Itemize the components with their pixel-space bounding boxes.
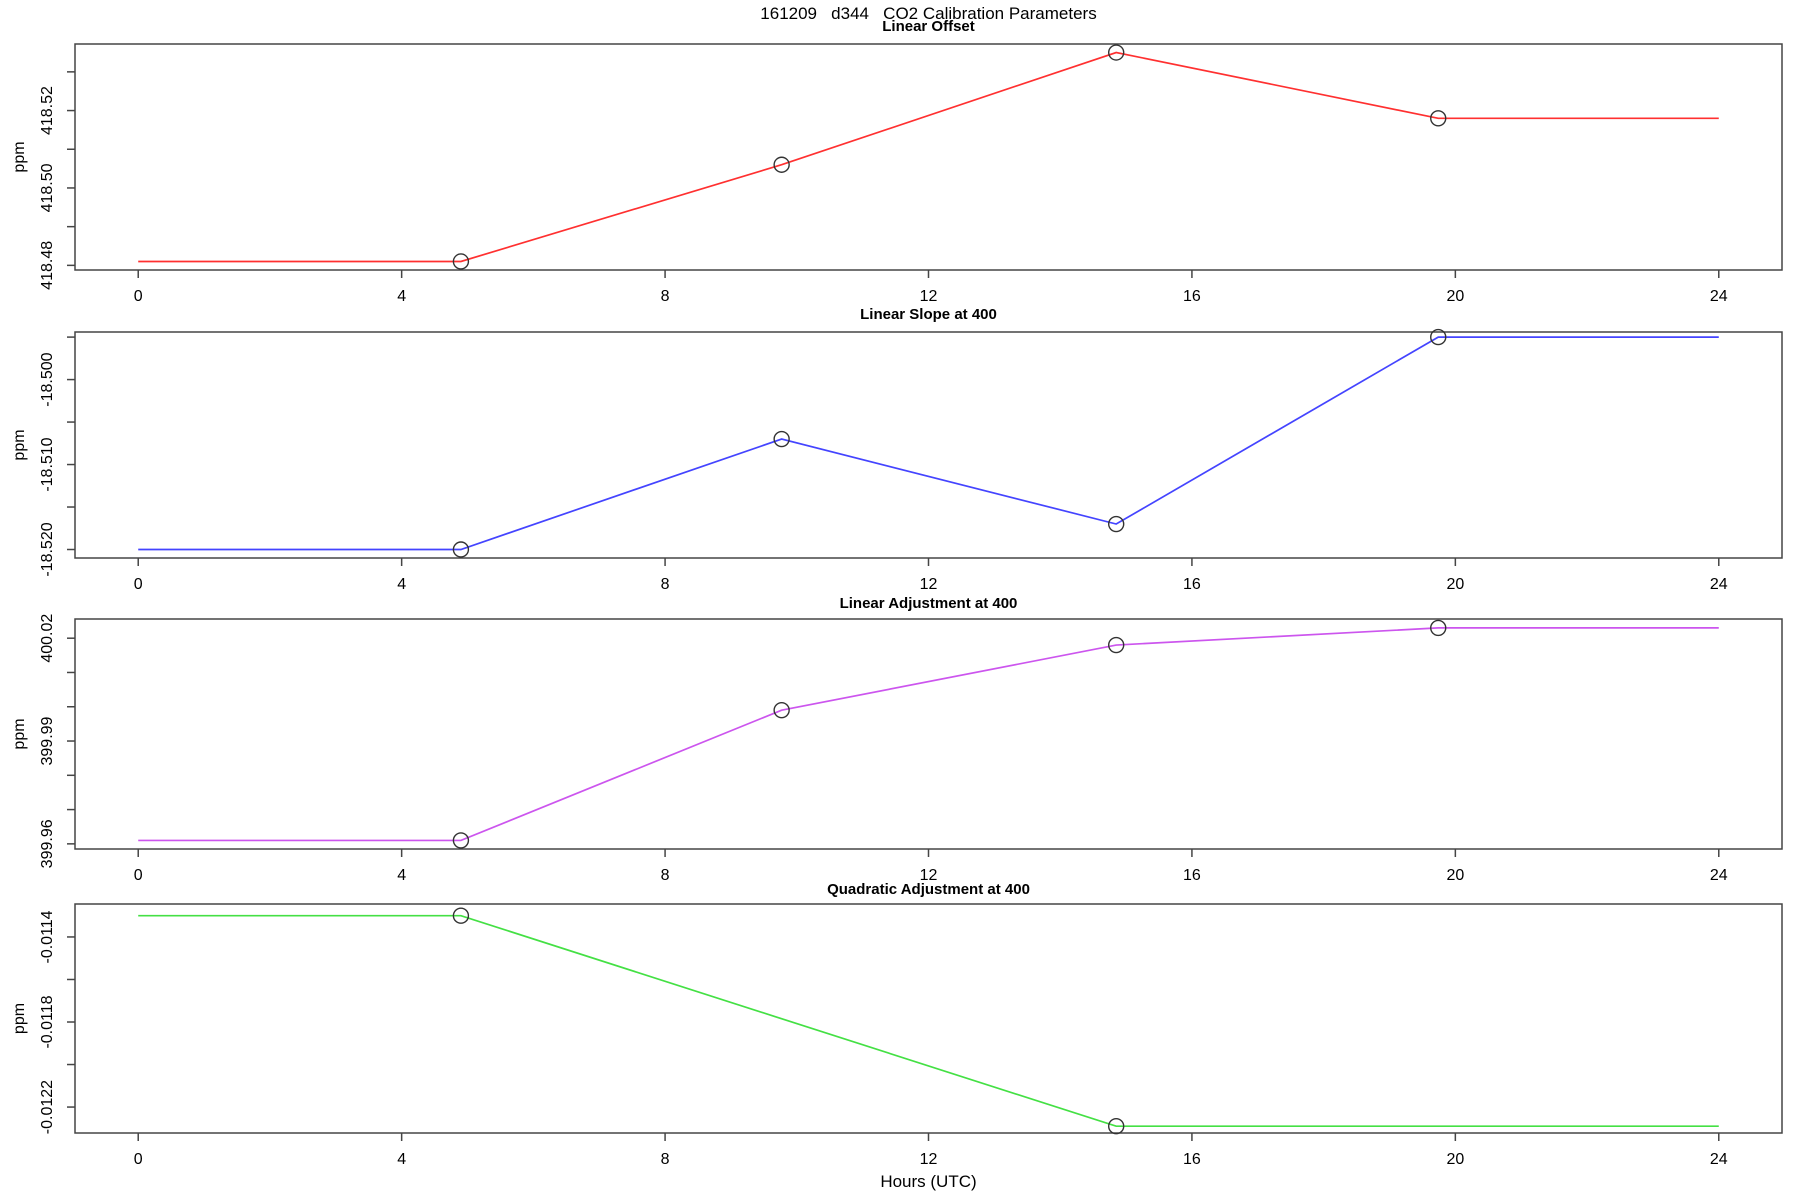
svg-text:12: 12 — [920, 288, 938, 305]
svg-text:16: 16 — [1183, 288, 1201, 305]
svg-text:ppm: ppm — [11, 1003, 28, 1034]
svg-text:418.48: 418.48 — [39, 241, 56, 290]
svg-text:8: 8 — [661, 1151, 670, 1168]
panel-title-linear-adjustment: Linear Adjustment at 400 — [839, 595, 1018, 612]
svg-text:-0.0118: -0.0118 — [39, 995, 56, 1048]
svg-text:418.50: 418.50 — [39, 163, 56, 212]
linear-adjustment-chart: 0 4 8 12 16 20 24 399.96 399.99 400.02 ppm — [11, 614, 1783, 884]
svg-text:ppm: ppm — [11, 718, 28, 749]
svg-text:399.96: 399.96 — [39, 819, 56, 868]
svg-text:24: 24 — [1710, 867, 1728, 884]
svg-text:400.02: 400.02 — [39, 614, 56, 663]
svg-text:16: 16 — [1183, 867, 1201, 884]
svg-text:24: 24 — [1710, 288, 1728, 305]
svg-text:0: 0 — [134, 288, 143, 305]
svg-text:20: 20 — [1446, 1151, 1464, 1168]
svg-text:12: 12 — [920, 1151, 938, 1168]
svg-text:-18.520: -18.520 — [39, 522, 56, 576]
svg-text:ppm: ppm — [11, 429, 28, 460]
panel-title-linear-slope: Linear Slope at 400 — [860, 306, 997, 323]
svg-text:8: 8 — [661, 867, 670, 884]
svg-text:0: 0 — [134, 1151, 143, 1168]
linear-offset-chart: 0 4 8 12 16 20 24 418.48 418.50 418.52 ppm — [11, 43, 1783, 305]
svg-text:4: 4 — [397, 1151, 406, 1168]
svg-text:-0.0114: -0.0114 — [39, 910, 56, 963]
quadratic-adjustment-chart: 0 4 8 12 16 20 24 -0.0122 -0.0118 -0.0114 ppm — [11, 903, 1783, 1168]
linear-slope-chart: 0 4 8 12 16 20 24 -18.520 -18.510 -18.500 ppm — [11, 328, 1783, 593]
svg-text:4: 4 — [397, 576, 406, 593]
svg-text:24: 24 — [1710, 576, 1728, 593]
svg-text:0: 0 — [134, 576, 143, 593]
svg-text:-0.0122: -0.0122 — [39, 1080, 56, 1134]
svg-text:12: 12 — [920, 576, 938, 593]
svg-text:4: 4 — [397, 288, 406, 305]
svg-text:-18.500: -18.500 — [39, 352, 56, 406]
svg-text:12: 12 — [920, 867, 938, 884]
svg-text:8: 8 — [661, 288, 670, 305]
svg-text:20: 20 — [1446, 288, 1464, 305]
figure-title: 161209 d344 CO2 Calibration Parameters — [760, 4, 1097, 23]
svg-text:16: 16 — [1183, 1151, 1201, 1168]
svg-text:20: 20 — [1446, 576, 1464, 593]
panel-title-linear-offset: Linear Offset — [882, 18, 975, 35]
svg-text:24: 24 — [1710, 1151, 1728, 1168]
x-axis-title: Hours (UTC) — [880, 1172, 977, 1191]
svg-text:-18.510: -18.510 — [39, 437, 56, 491]
svg-text:20: 20 — [1446, 867, 1464, 884]
svg-text:4: 4 — [397, 867, 406, 884]
svg-text:16: 16 — [1183, 576, 1201, 593]
svg-text:0: 0 — [134, 867, 143, 884]
panel-title-quadratic-adjustment: Quadratic Adjustment at 400 — [827, 881, 1030, 898]
svg-text:418.52: 418.52 — [39, 86, 56, 135]
svg-text:399.99: 399.99 — [39, 716, 56, 765]
svg-text:ppm: ppm — [11, 141, 28, 172]
svg-text:8: 8 — [661, 576, 670, 593]
